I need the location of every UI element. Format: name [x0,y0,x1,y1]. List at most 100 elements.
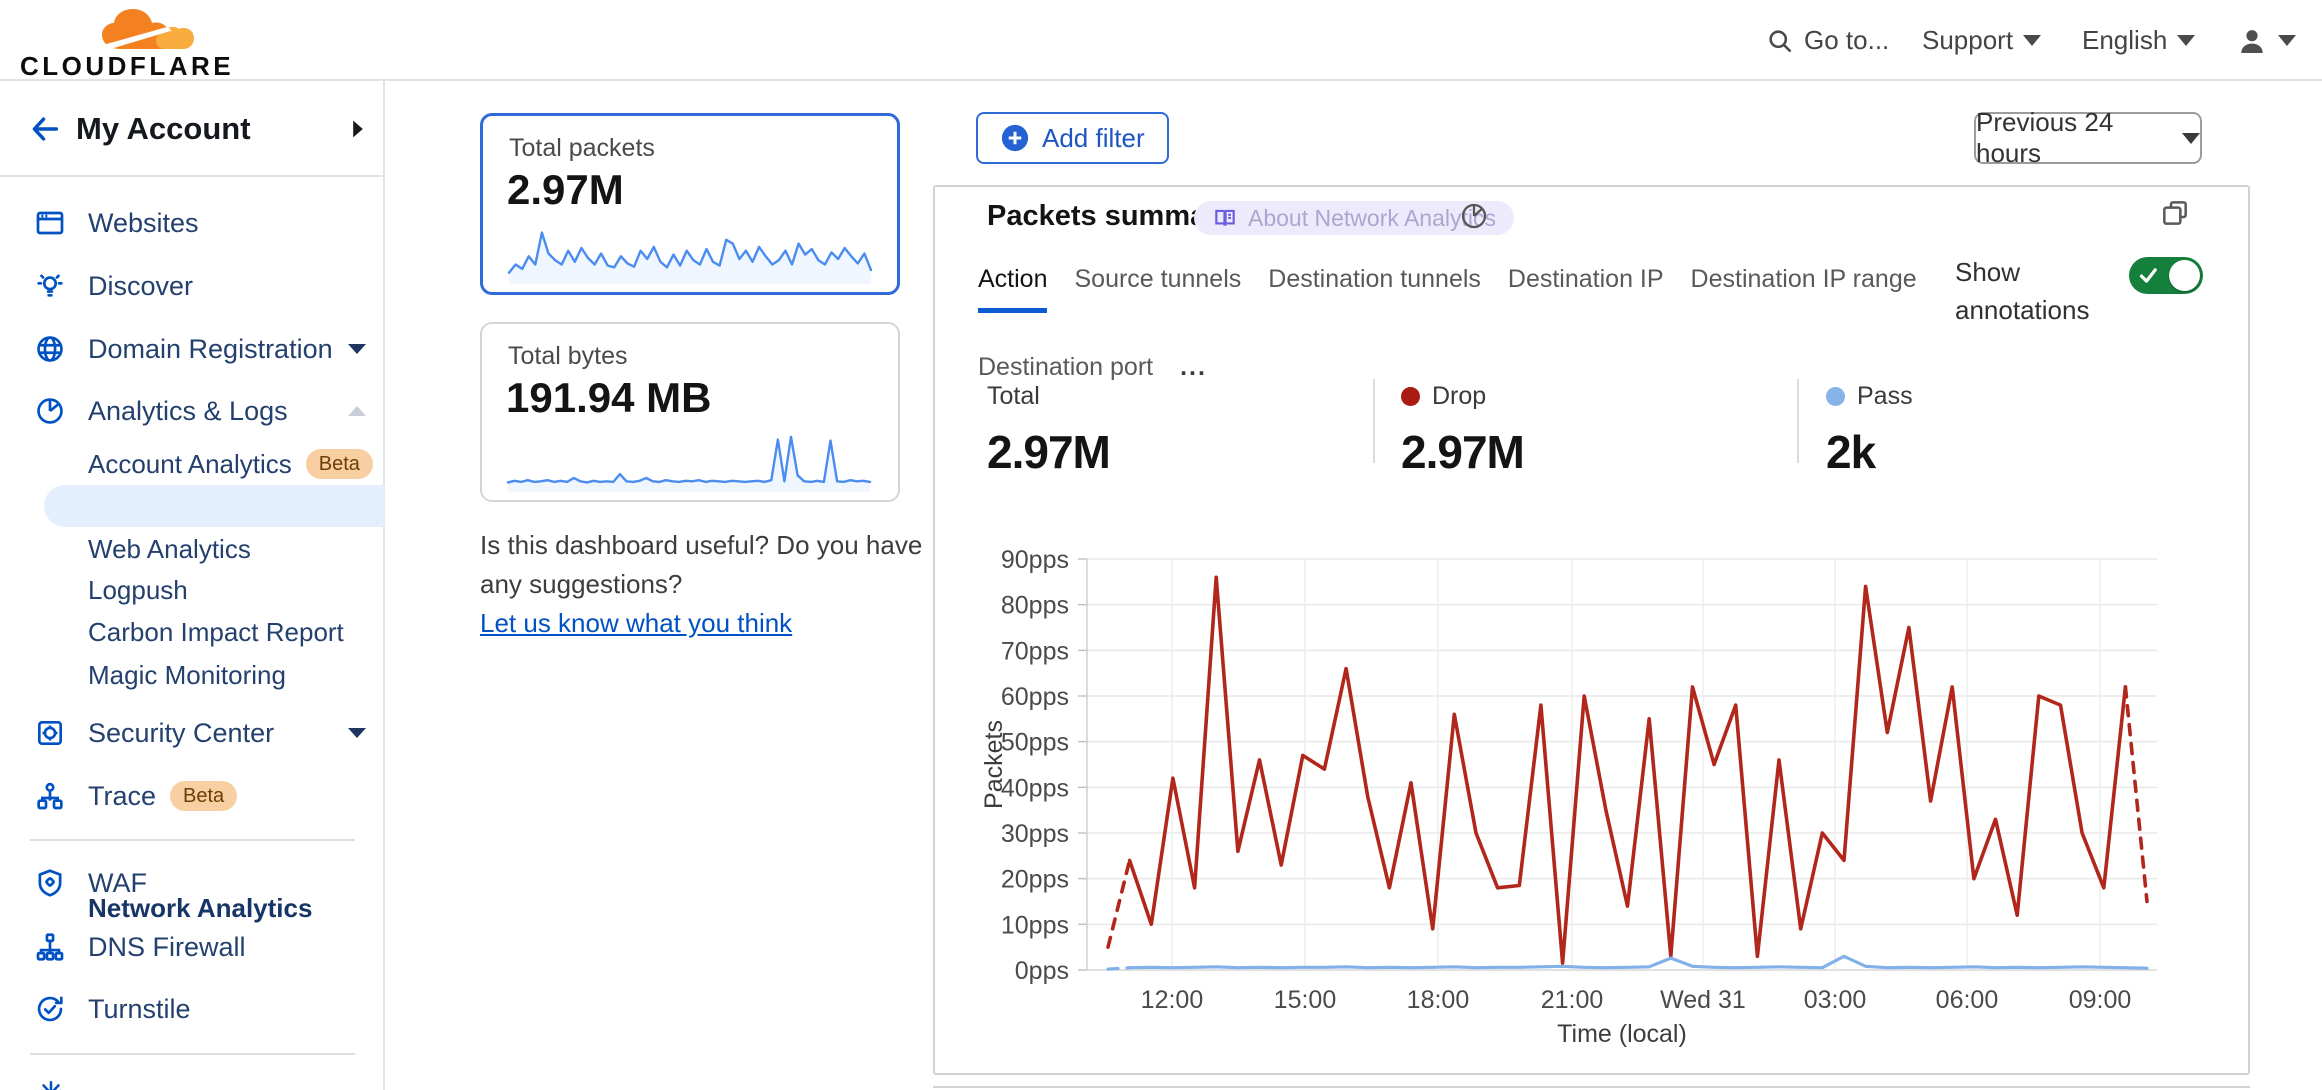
svg-text:Wed 31: Wed 31 [1660,986,1746,1014]
cloudflare-logo[interactable]: CLOUDFLARE [18,4,248,81]
chevron-up-icon [348,405,366,416]
language-menu[interactable]: English [2082,0,2196,81]
beta-badge: Beta [170,780,238,811]
sidebar-item-logpush[interactable]: Logpush [88,574,188,605]
packets-time-series-chart[interactable]: 0pps 10pps 20pps 30pps 40pps 50pps 60pps 70pps 8… [935,542,2252,1072]
goto-search[interactable]: Go to... [1766,0,1889,81]
goto-label: Go to... [1804,25,1890,55]
card-title: Total packets [509,134,655,162]
svg-text:21:00: 21:00 [1541,986,1604,1014]
dimension-tabs-row1: Action Source tunnels Destination tunnel… [978,259,1917,313]
user-icon [2241,29,2263,53]
svg-text:50pps: 50pps [1001,729,1069,757]
duplicate-icon[interactable] [2159,197,2191,229]
sidebar-item-security-center[interactable]: Security Center [0,714,385,752]
svg-text:10pps: 10pps [1001,911,1069,939]
tab-action[interactable]: Action [978,259,1048,313]
panel-title: Packets summary [987,200,1234,232]
total-packets-sparkline [507,231,873,284]
sidebar-item-waf[interactable]: WAF [0,864,385,902]
check-icon [2139,268,2157,283]
svg-text:40pps: 40pps [1001,774,1069,802]
top-header: CLOUDFLARE Go to... Support English [0,0,2322,81]
show-annotations-toggle[interactable] [2129,257,2203,294]
pie-chart-icon [37,398,63,424]
add-filter-label: Add filter [1042,122,1145,153]
burst-icon [40,1081,62,1090]
stat-divider [1373,379,1375,463]
add-filter-button[interactable]: Add filter [976,112,1169,164]
chevron-down-icon [2177,35,2196,46]
chevron-down-icon [348,727,366,738]
tab-source-tunnels[interactable]: Source tunnels [1074,265,1242,293]
about-network-analytics-badge[interactable]: About Network Analytics [1194,201,1515,235]
cloudflare-cloud-icon [100,9,194,49]
tab-destination-port[interactable]: Destination port [978,353,1154,381]
svg-text:03:00: 03:00 [1804,986,1867,1014]
book-icon [1215,209,1235,226]
svg-text:20pps: 20pps [1001,866,1069,894]
user-menu[interactable] [2236,0,2296,81]
account-header[interactable]: My Account [0,81,383,177]
dimension-tabs-row2: Destination port ... [978,347,1207,388]
sidebar-item-web-analytics[interactable]: Web Analytics [88,533,251,564]
sidebar-item-websites[interactable]: Websites [0,204,385,242]
percentage-pie-icon[interactable] [1459,201,1489,231]
globe-icon [37,336,63,362]
sidebar-item-magic-monitoring[interactable]: Magic Monitoring [88,659,286,690]
stat-label: Total [987,382,1040,410]
beta-badge: Beta [305,448,373,479]
feedback-block: Is this dashboard useful? Do you have an… [480,526,960,643]
sidebar-item-discover[interactable]: Discover [0,267,385,305]
about-badge-label: About Network Analytics [1248,204,1497,231]
svg-text:0pps: 0pps [1015,957,1069,985]
svg-text:30pps: 30pps [1001,820,1069,848]
sidebar-item-turnstile[interactable]: Turnstile [0,990,385,1028]
pass-legend-dot [1826,387,1845,406]
feedback-link[interactable]: Let us know what you think [480,608,793,638]
svg-text:Packets: Packets [980,720,1008,809]
sidebar-item-domain-registration[interactable]: Domain Registration [0,330,385,368]
sidebar-item-dns-firewall[interactable]: DNS Firewall [0,928,385,966]
card-title: Total bytes [508,342,628,370]
packets-summary-panel: Packets summary About Network Analytics … [933,185,2250,1075]
total-bytes-sparkline [506,435,872,492]
websites-icon [36,211,64,235]
show-annotations-label: Show annotations [1955,257,2090,325]
stat-divider [1797,379,1799,463]
svg-text:06:00: 06:00 [1936,986,1999,1014]
tab-destination-ip[interactable]: Destination IP [1507,265,1664,293]
svg-text:12:00: 12:00 [1141,986,1204,1014]
sidebar: My Account Websites Discover Domain Regi… [0,81,385,1090]
chevron-down-icon [348,343,366,354]
stat-label: Drop [1432,382,1487,410]
sidebar-item-network-analytics[interactable]: Network Analytics [88,893,313,923]
sidebar-item-account-analytics[interactable]: Account Analytics Beta [0,445,385,483]
drop-legend-dot [1401,387,1420,406]
search-icon [1769,29,1792,52]
stat-value: 2.97M [987,426,1111,478]
safe-icon [38,721,62,745]
total-packets-card[interactable]: Total packets 2.97M [480,113,900,295]
stat-label: Pass [1857,382,1913,410]
svg-text:15:00: 15:00 [1274,986,1337,1014]
stat-value: 2k [1826,426,1876,478]
sidebar-item-carbon-impact-report[interactable]: Carbon Impact Report [88,616,344,647]
card-value: 191.94 MB [506,374,712,421]
time-range-dropdown[interactable]: Previous 24 hours [1974,107,2202,168]
next-panel-edge [933,1086,2250,1090]
tab-destination-ip-range[interactable]: Destination IP range [1690,265,1917,293]
stat-pass: Pass 2k [1826,382,1913,479]
more-tabs-button[interactable]: ... [1180,353,1207,381]
sidebar-item-analytics-logs[interactable]: Analytics & Logs [0,392,385,430]
tab-destination-tunnels[interactable]: Destination tunnels [1268,265,1481,293]
sidebar-divider [30,1053,355,1055]
rotate-check-icon [37,996,63,1022]
total-bytes-card[interactable]: Total bytes 191.94 MB [480,322,900,502]
back-arrow-icon [32,117,59,141]
svg-text:60pps: 60pps [1001,683,1069,711]
support-menu[interactable]: Support [1922,0,2042,81]
svg-text:Time (local): Time (local) [1557,1020,1687,1048]
sidebar-item-trace[interactable]: Trace Beta [0,777,385,815]
